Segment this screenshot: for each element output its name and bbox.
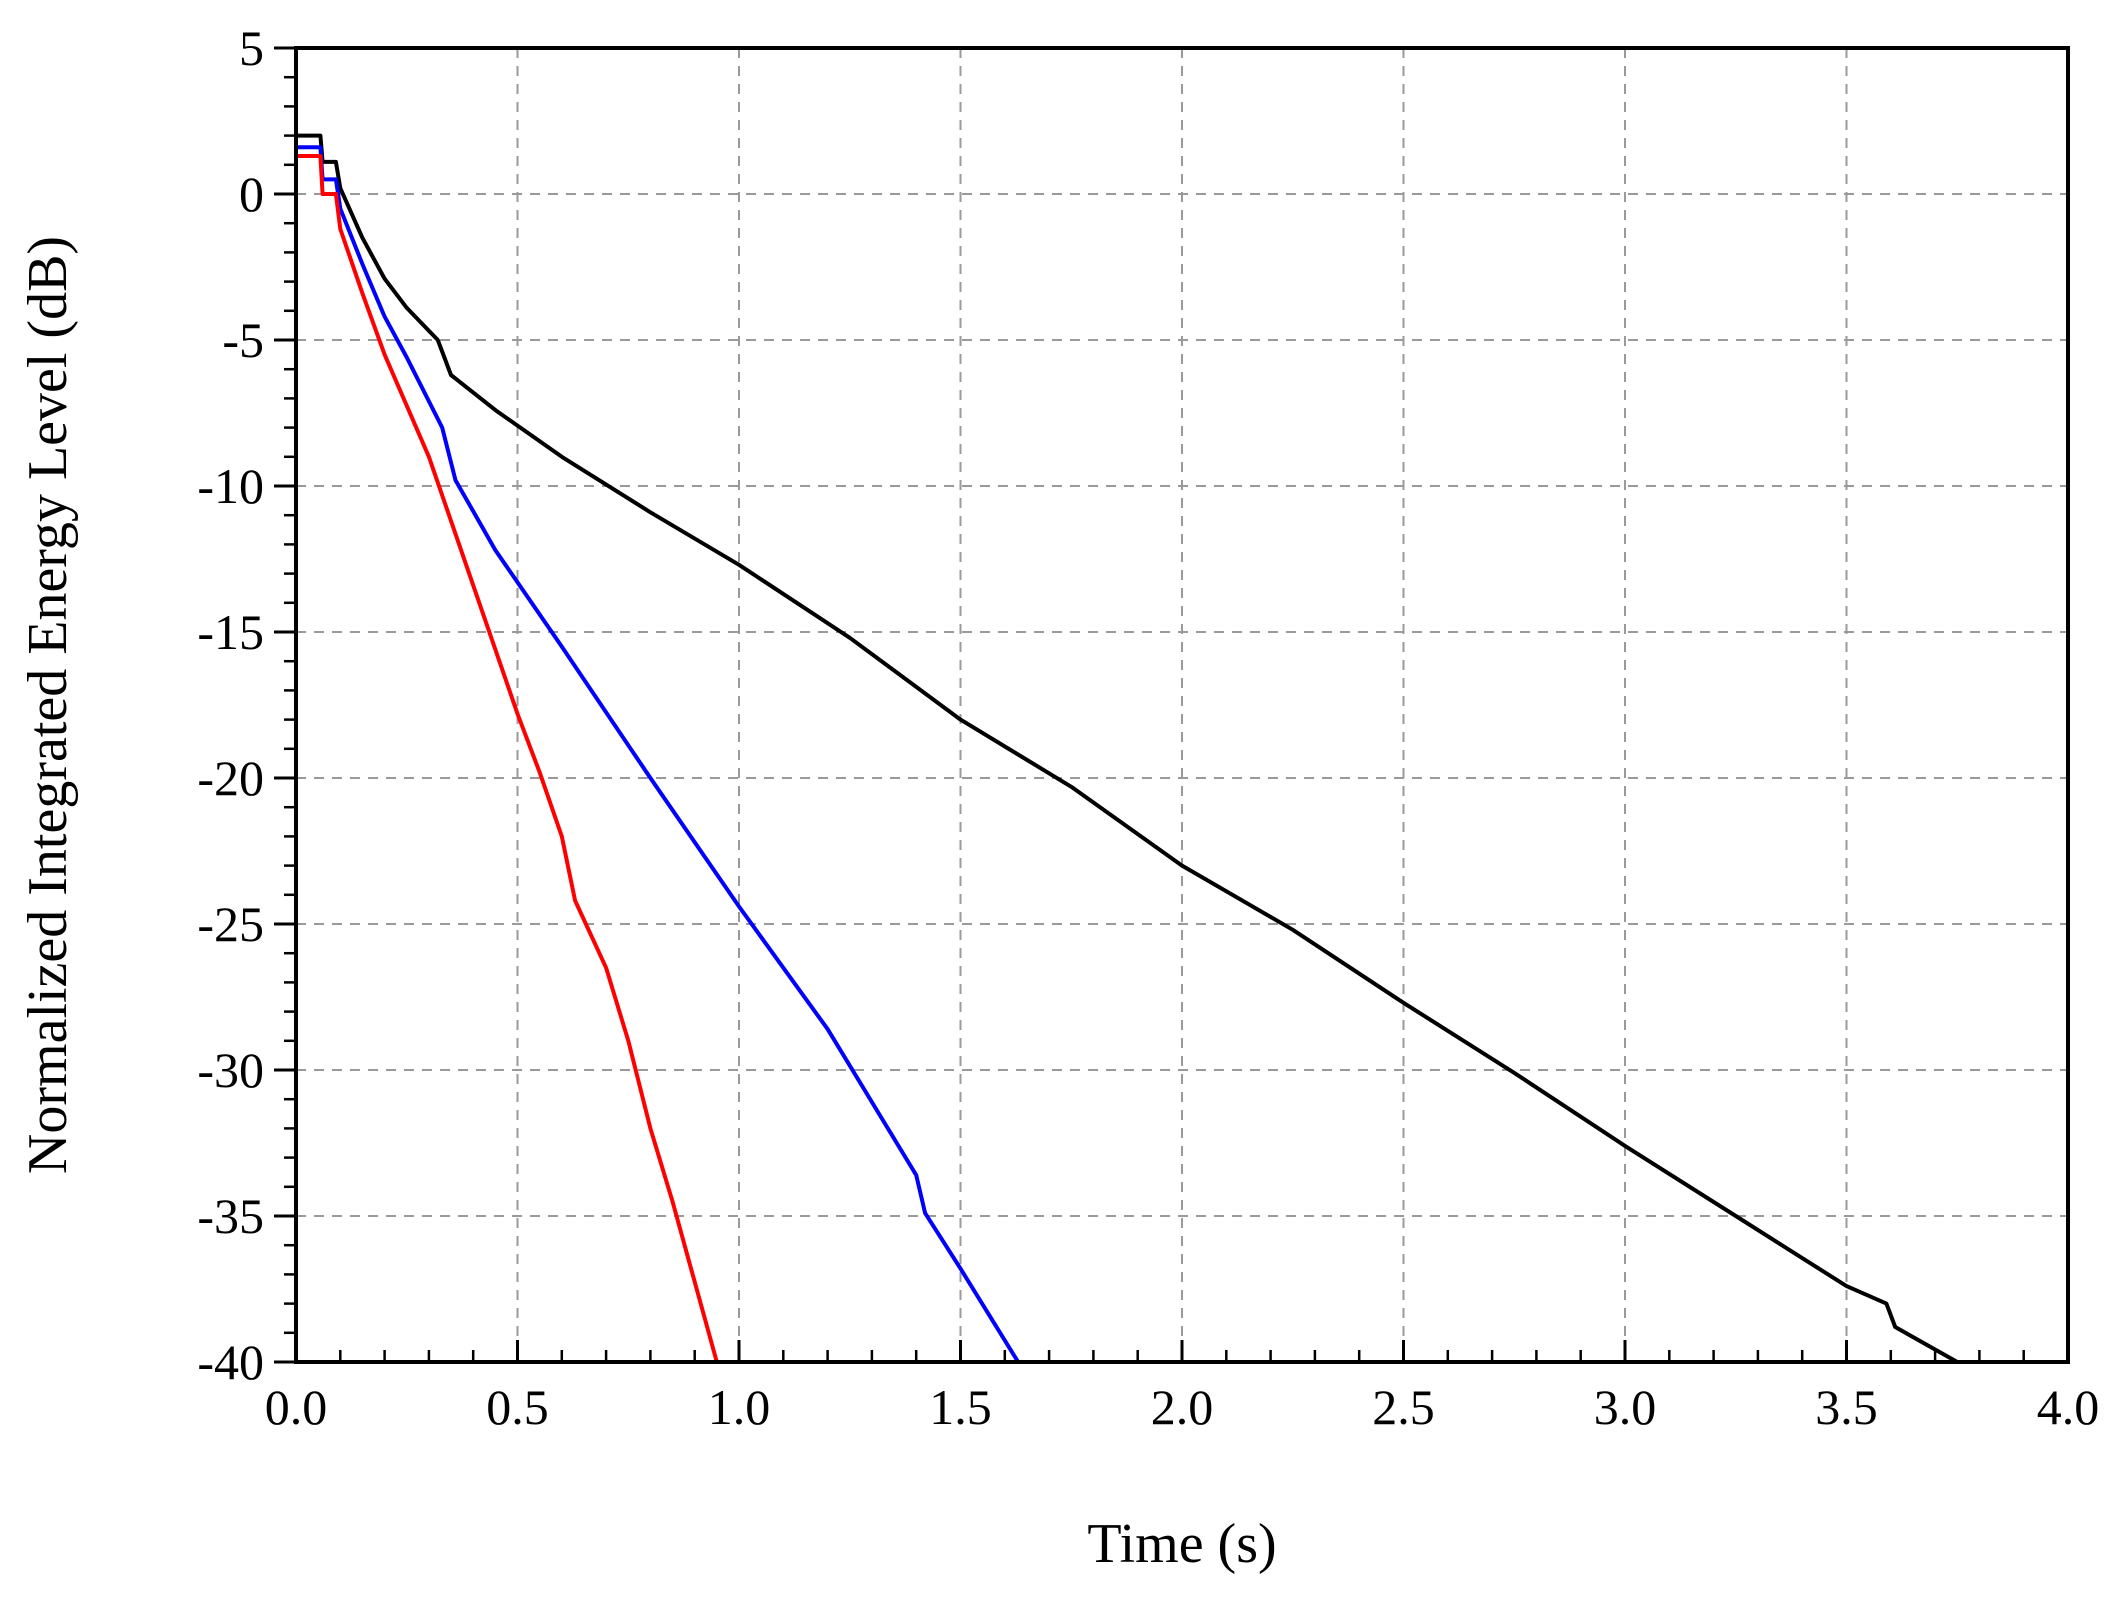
- x-tick-label: 2.0: [1151, 1379, 1214, 1435]
- y-tick-label: -25: [197, 896, 264, 952]
- x-tick-label: 4.0: [2037, 1379, 2100, 1435]
- x-tick-label: 0.0: [265, 1379, 328, 1435]
- y-tick-label: -10: [197, 458, 264, 514]
- y-tick-label: -20: [197, 750, 264, 806]
- data-series: [296, 133, 1959, 1364]
- y-tick-label: 5: [239, 20, 264, 76]
- y-tick-label: -15: [197, 604, 264, 660]
- y-tick-label: 0: [239, 166, 264, 222]
- y-tick-label: -40: [197, 1334, 264, 1390]
- x-axis-title: Time (s): [1087, 1513, 1276, 1575]
- x-tick-label: 1.0: [708, 1379, 771, 1435]
- series-line-3: [296, 154, 719, 1363]
- y-tick-label: -30: [197, 1042, 264, 1098]
- axis-ticks: [274, 46, 2070, 1364]
- grid-lines: [296, 48, 2068, 1362]
- y-tick-label: -5: [222, 312, 264, 368]
- x-tick-label: 3.0: [1594, 1379, 1657, 1435]
- x-tick-label: 0.5: [486, 1379, 549, 1435]
- x-tick-label: 1.5: [929, 1379, 992, 1435]
- x-tick-label: 3.5: [1815, 1379, 1878, 1435]
- series-line-2: [296, 145, 1020, 1364]
- series-line-1: [296, 133, 1959, 1364]
- tick-labels: 0.0 0.5 1.0 1.5 2.0 2.5 3.0 3.5 4.0 5 0 -5 -10 -15 -20…: [197, 20, 2099, 1435]
- y-tick-label: -35: [197, 1188, 264, 1244]
- y-axis-title: Normalized Integrated Energy Level (dB): [17, 236, 79, 1174]
- x-tick-label: 2.5: [1372, 1379, 1435, 1435]
